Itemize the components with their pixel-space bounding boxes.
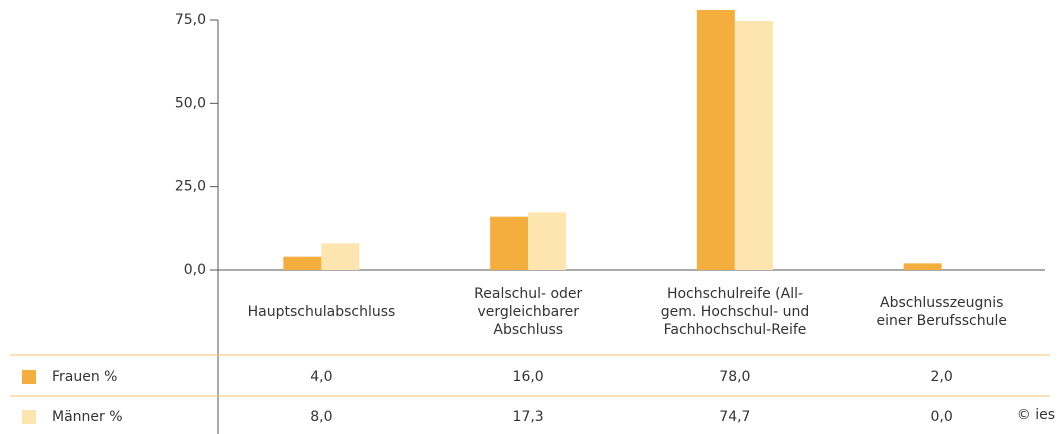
bar — [903, 263, 942, 270]
bar — [283, 256, 322, 270]
legend-swatch — [22, 370, 36, 384]
bar — [528, 212, 567, 270]
x-tick-label: Hochschulreife (All- gem. Hochschul- und… — [660, 286, 810, 338]
table-value: 2,0 — [930, 369, 952, 385]
table-value: 78,0 — [719, 369, 750, 385]
table-value: 16,0 — [513, 369, 544, 385]
table-value: 8,0 — [310, 409, 332, 425]
x-tick-label: Hauptschulabschluss — [247, 304, 396, 320]
legend-swatch — [22, 410, 36, 424]
bar — [734, 21, 773, 270]
bar — [696, 10, 735, 270]
x-tick-label: Abschlusszeugnis einer Berufsschule — [876, 295, 1007, 329]
y-tick-label: 25,0 — [175, 179, 206, 195]
table-value: 0,0 — [930, 409, 952, 425]
bar — [321, 243, 360, 270]
table-value: 74,7 — [719, 409, 750, 425]
y-tick-label: 50,0 — [175, 95, 206, 111]
bar — [490, 216, 529, 270]
table-value: 4,0 — [310, 369, 332, 385]
x-tick-label: Realschul- oder vergleichbarer Abschluss — [474, 286, 583, 338]
legend-label: Männer % — [52, 409, 123, 425]
credit: © ies — [1017, 407, 1055, 423]
legend-label: Frauen % — [52, 369, 117, 385]
table-value: 17,3 — [513, 409, 544, 425]
y-tick-label: 75,0 — [175, 12, 206, 28]
y-tick-label: 0,0 — [184, 262, 206, 278]
